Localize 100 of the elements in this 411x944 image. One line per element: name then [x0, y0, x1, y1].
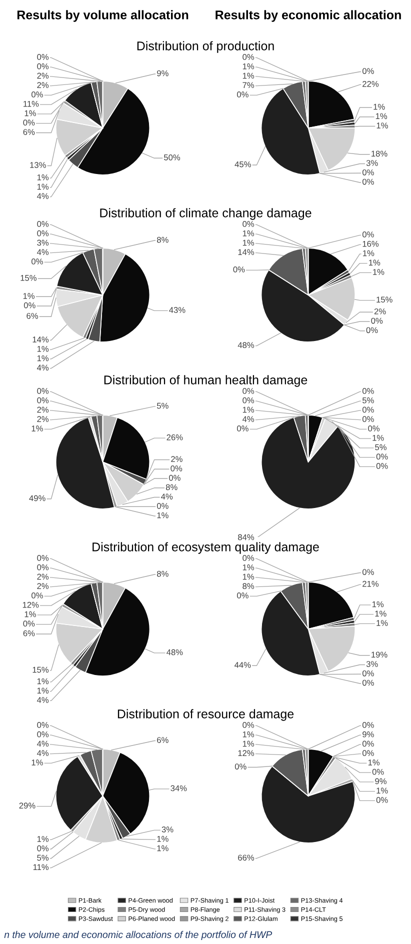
- text: 0%: [37, 845, 49, 852]
- text: 0%: [234, 764, 246, 770]
- text: 0%: [362, 670, 374, 676]
- text: 0%: [237, 592, 248, 598]
- chart-title: Distribution of ecosystem quality damage: [92, 542, 319, 554]
- text: 0%: [233, 266, 245, 272]
- data-label: 1%: [368, 760, 380, 766]
- data-label: 14%: [32, 336, 49, 342]
- data-label: 12%: [22, 602, 39, 608]
- data-label: 1%: [37, 184, 49, 190]
- data-label: 6%: [26, 312, 38, 319]
- text: 0%: [242, 397, 254, 404]
- data-label: 34%: [170, 785, 187, 792]
- data-label: 2%: [37, 406, 49, 413]
- text: 0%: [362, 178, 374, 185]
- text: 0%: [362, 722, 374, 728]
- data-label: 1%: [375, 610, 386, 617]
- data-label: 1%: [372, 434, 384, 441]
- text: 0%: [362, 169, 374, 176]
- data-label: 1%: [23, 293, 35, 299]
- data-label: 4%: [161, 494, 173, 500]
- text: 0%: [37, 555, 49, 561]
- data-label: 1%: [24, 110, 36, 116]
- text: 0%: [32, 258, 43, 264]
- chart-title: Distribution of human health damage: [104, 375, 308, 387]
- data-label: 3%: [37, 240, 49, 246]
- data-label: 1%: [242, 230, 254, 236]
- data-label: 3%: [366, 160, 378, 166]
- data-label: 1%: [376, 788, 388, 794]
- chart-title: Distribution of climate change damage: [100, 208, 312, 220]
- data-label: 2%: [374, 308, 386, 314]
- text: 0%: [170, 465, 182, 472]
- text: 0%: [37, 564, 49, 570]
- data-label: 8%: [157, 570, 168, 577]
- text: 0%: [376, 797, 388, 803]
- data-label: 1%: [242, 564, 254, 570]
- data-label: 9%: [157, 70, 168, 76]
- text: 0%: [362, 569, 374, 575]
- data-label: 1%: [157, 512, 168, 518]
- data-label: 11%: [24, 100, 39, 107]
- data-label: 1%: [369, 260, 380, 266]
- data-label: 6%: [23, 129, 35, 135]
- text: 0%: [242, 54, 254, 60]
- text: 0%: [237, 92, 248, 98]
- chart-subtitle: Results by volume allocation: [17, 10, 188, 22]
- data-label: 16%: [362, 240, 379, 247]
- data-label: 3%: [366, 661, 378, 667]
- text: 0%: [368, 426, 380, 432]
- data-label: 1%: [37, 355, 49, 362]
- data-label: 6%: [23, 630, 35, 636]
- data-label: 1%: [376, 113, 388, 120]
- data-label: 4%: [242, 416, 254, 422]
- data-label: 1%: [37, 688, 49, 694]
- data-label: 2%: [171, 456, 182, 462]
- data-label: 11%: [33, 864, 49, 870]
- data-label: 2%: [37, 82, 49, 88]
- data-label: 45%: [234, 161, 251, 168]
- text: 0%: [362, 388, 374, 394]
- text: n the volume and economic allocations of the portfolio of HWP: [4, 930, 272, 940]
- data-label: 4%: [36, 697, 49, 703]
- text: 0%: [242, 555, 254, 561]
- data-label: 19%: [372, 652, 388, 658]
- text: 0%: [366, 327, 378, 334]
- text: 0%: [32, 592, 43, 598]
- data-label: 4%: [36, 740, 49, 747]
- data-label: 49%: [29, 495, 46, 502]
- text: 0%: [32, 92, 43, 98]
- data-label: 1%: [157, 845, 168, 852]
- text: 0%: [23, 620, 35, 627]
- data-label: 50%: [164, 154, 180, 160]
- data-label: 48%: [166, 649, 183, 656]
- data-label: 1%: [242, 740, 254, 747]
- data-label: 2%: [37, 72, 49, 79]
- text: 0%: [362, 680, 374, 686]
- data-label: 1%: [376, 122, 388, 128]
- data-label: 1%: [37, 174, 49, 180]
- text: 0%: [37, 54, 49, 60]
- data-label: 4%: [36, 249, 49, 256]
- data-label: 1%: [242, 406, 254, 413]
- text: 0%: [362, 740, 374, 747]
- data-label: 15%: [32, 666, 49, 673]
- data-label: 1%: [242, 574, 254, 580]
- data-label: 15%: [376, 296, 392, 303]
- data-label: 1%: [37, 346, 49, 352]
- text: 0%: [376, 454, 388, 460]
- data-label: 1%: [363, 250, 374, 256]
- data-label: 8%: [157, 236, 168, 243]
- text: 0%: [242, 388, 254, 394]
- data-label: 84%: [238, 534, 254, 540]
- data-label: 5%: [375, 444, 386, 450]
- text: 0%: [372, 768, 384, 775]
- data-label: 5%: [156, 402, 168, 409]
- data-label: 2%: [37, 416, 49, 422]
- text: 0%: [362, 406, 374, 413]
- chart-title: Distribution of resource damage: [118, 709, 294, 721]
- data-label: 1%: [373, 269, 384, 275]
- data-label: 1%: [32, 426, 43, 432]
- data-label: 2%: [37, 583, 49, 590]
- data-label: 12%: [238, 750, 254, 756]
- data-label: 21%: [362, 580, 379, 587]
